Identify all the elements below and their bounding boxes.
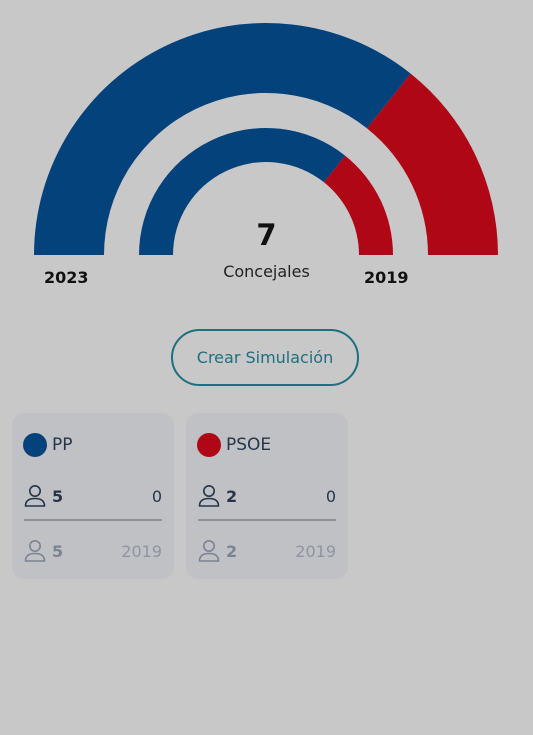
- seat-count: 2: [226, 486, 238, 506]
- total-seats-caption: Concejales: [223, 262, 310, 281]
- seat-change: 0: [151, 486, 162, 506]
- inner-ring-year-label: 2019: [364, 268, 409, 287]
- total-seats-number: 7: [256, 218, 277, 252]
- person-icon: [24, 540, 46, 562]
- party-header: PSOE: [197, 433, 271, 457]
- card-divider: [24, 519, 162, 521]
- card-divider: [198, 519, 336, 521]
- person-icon: [24, 485, 46, 507]
- party-name: PSOE: [226, 435, 272, 455]
- hemicycle-chart: [34, 23, 498, 256]
- ring-2019-segment-psoe: [323, 155, 393, 255]
- party-header: PP: [23, 433, 73, 457]
- ring-2023-segment-pp: [34, 23, 411, 256]
- previous-year: 2019: [295, 541, 336, 561]
- previous-seats-row: 5 2019: [24, 538, 162, 564]
- create-simulation-button[interactable]: Crear Simulación: [171, 329, 359, 386]
- party-name: PP: [52, 435, 73, 455]
- ring-2019-segment-pp: [139, 128, 346, 255]
- party-card-psoe[interactable]: PSOE 2 0 2 2019: [186, 413, 348, 579]
- seat-change: 0: [325, 486, 336, 506]
- previous-seat-count: 5: [52, 541, 64, 561]
- current-seats-row: 2 0: [198, 483, 336, 509]
- previous-seats-row: 2 2019: [198, 538, 336, 564]
- party-color-dot: [23, 433, 47, 457]
- previous-seat-count: 2: [226, 541, 238, 561]
- current-seats-row: 5 0: [24, 483, 162, 509]
- person-icon: [198, 540, 220, 562]
- party-card-pp[interactable]: PP 5 0 5 2019: [12, 413, 174, 579]
- ring-2023-segment-psoe: [367, 73, 498, 256]
- previous-year: 2019: [121, 541, 162, 561]
- party-color-dot: [197, 433, 221, 457]
- outer-ring-year-label: 2023: [44, 268, 89, 287]
- seat-count: 5: [52, 486, 64, 506]
- person-icon: [198, 485, 220, 507]
